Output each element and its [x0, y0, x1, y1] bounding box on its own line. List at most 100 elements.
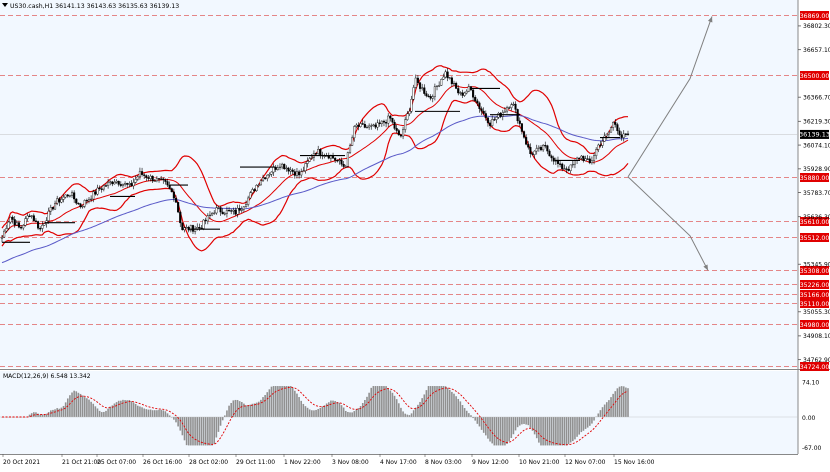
price-tick-label-1: 36657.10 — [803, 47, 830, 54]
macd-bar — [358, 408, 360, 417]
candle-body — [302, 171, 304, 172]
candle-body — [530, 147, 532, 154]
macd-bar — [275, 386, 277, 417]
candle-body — [510, 105, 512, 108]
macd-bar — [262, 397, 264, 417]
macd-bar — [578, 417, 580, 435]
time-label-0: 20 Oct 2021 — [3, 459, 40, 466]
candle-body — [158, 178, 160, 179]
candle-body — [167, 182, 169, 186]
macd-bar — [370, 388, 372, 417]
candle-body — [152, 176, 154, 181]
candle-body — [417, 78, 419, 83]
macd-bar — [468, 413, 470, 417]
macd-bar — [540, 417, 542, 445]
macd-bar — [553, 417, 555, 445]
macd-bar — [506, 417, 508, 444]
macd-bar — [421, 398, 423, 417]
candle-body — [409, 111, 411, 114]
candle-body — [604, 136, 606, 141]
macd-bar — [390, 391, 392, 417]
candle-body — [67, 195, 69, 196]
candle-body — [92, 192, 94, 199]
candle-body — [534, 151, 536, 155]
candle-body — [99, 188, 101, 189]
macd-bar — [179, 417, 181, 431]
candle-body — [50, 207, 52, 211]
macd-bar — [126, 400, 128, 417]
candle-body — [341, 160, 343, 164]
candle-body — [148, 178, 150, 179]
candle-body — [215, 208, 217, 213]
candle-body — [625, 134, 627, 135]
candle-body — [377, 123, 379, 127]
candle-body — [205, 220, 207, 221]
candle-body — [273, 167, 275, 172]
time-label-12: 12 Nov 07:00 — [565, 459, 606, 466]
macd-bar — [137, 406, 139, 417]
macd-bar — [156, 410, 158, 417]
candle-body — [269, 174, 271, 175]
macd-bar — [608, 400, 610, 417]
candle-body — [311, 157, 313, 158]
macd-bar — [46, 414, 48, 417]
candle-body — [381, 121, 383, 124]
macd-bar — [466, 411, 468, 417]
macd-bar — [309, 409, 311, 417]
candle-body — [111, 182, 113, 184]
time-label-11: 10 Nov 21:00 — [519, 459, 560, 466]
candle-body — [107, 182, 109, 185]
macd-bar — [283, 386, 285, 417]
candle-body — [260, 181, 262, 185]
macd-bar — [313, 410, 315, 417]
candle-body — [553, 158, 555, 161]
candle-body — [245, 205, 247, 207]
macd-bar — [434, 386, 436, 417]
level-tag-label-8: 35110.00 — [800, 301, 830, 308]
candle-body — [493, 119, 495, 120]
level-tag-label-10: 34724.00 — [800, 364, 830, 371]
time-label-3: 26 Oct 16:00 — [143, 459, 182, 466]
candle-body — [621, 135, 623, 138]
macd-bar — [411, 413, 413, 417]
macd-bar — [351, 412, 353, 417]
candle-body — [228, 210, 230, 211]
macd-bar — [523, 417, 525, 424]
candle-body — [580, 156, 582, 158]
macd-bar — [464, 408, 466, 417]
candle-body — [160, 179, 162, 180]
macd-bar — [343, 408, 345, 417]
candle-body — [515, 104, 517, 109]
candle-body — [521, 124, 523, 132]
candle-body — [538, 147, 540, 148]
candle-body — [39, 228, 41, 229]
macd-bar — [158, 410, 160, 417]
candle-body — [608, 132, 610, 134]
candle-body — [29, 216, 31, 217]
macd-bar — [547, 417, 549, 445]
candle-body — [479, 103, 481, 109]
macd-bar — [349, 412, 351, 417]
candle-body — [154, 181, 156, 182]
candle-body — [241, 209, 243, 210]
macd-bar — [353, 411, 355, 417]
candle-body — [623, 134, 625, 138]
macd-bar — [194, 417, 196, 445]
macd-bar — [328, 402, 330, 417]
macd-bar — [500, 417, 502, 445]
level-tag-label-7: 35166.00 — [800, 292, 830, 299]
macd-bar — [184, 417, 186, 440]
candle-body — [133, 182, 135, 186]
macd-bar — [69, 395, 71, 417]
candle-body — [419, 83, 421, 89]
macd-bar — [561, 417, 563, 445]
candle-body — [258, 185, 260, 186]
candle-body — [48, 211, 50, 221]
macd-bar — [97, 408, 99, 417]
candle-body — [328, 156, 330, 158]
macd-label: MACD(12,26,9) 6.548 13.342 — [3, 373, 91, 380]
candle-body — [462, 93, 464, 96]
macd-bar — [339, 403, 341, 417]
